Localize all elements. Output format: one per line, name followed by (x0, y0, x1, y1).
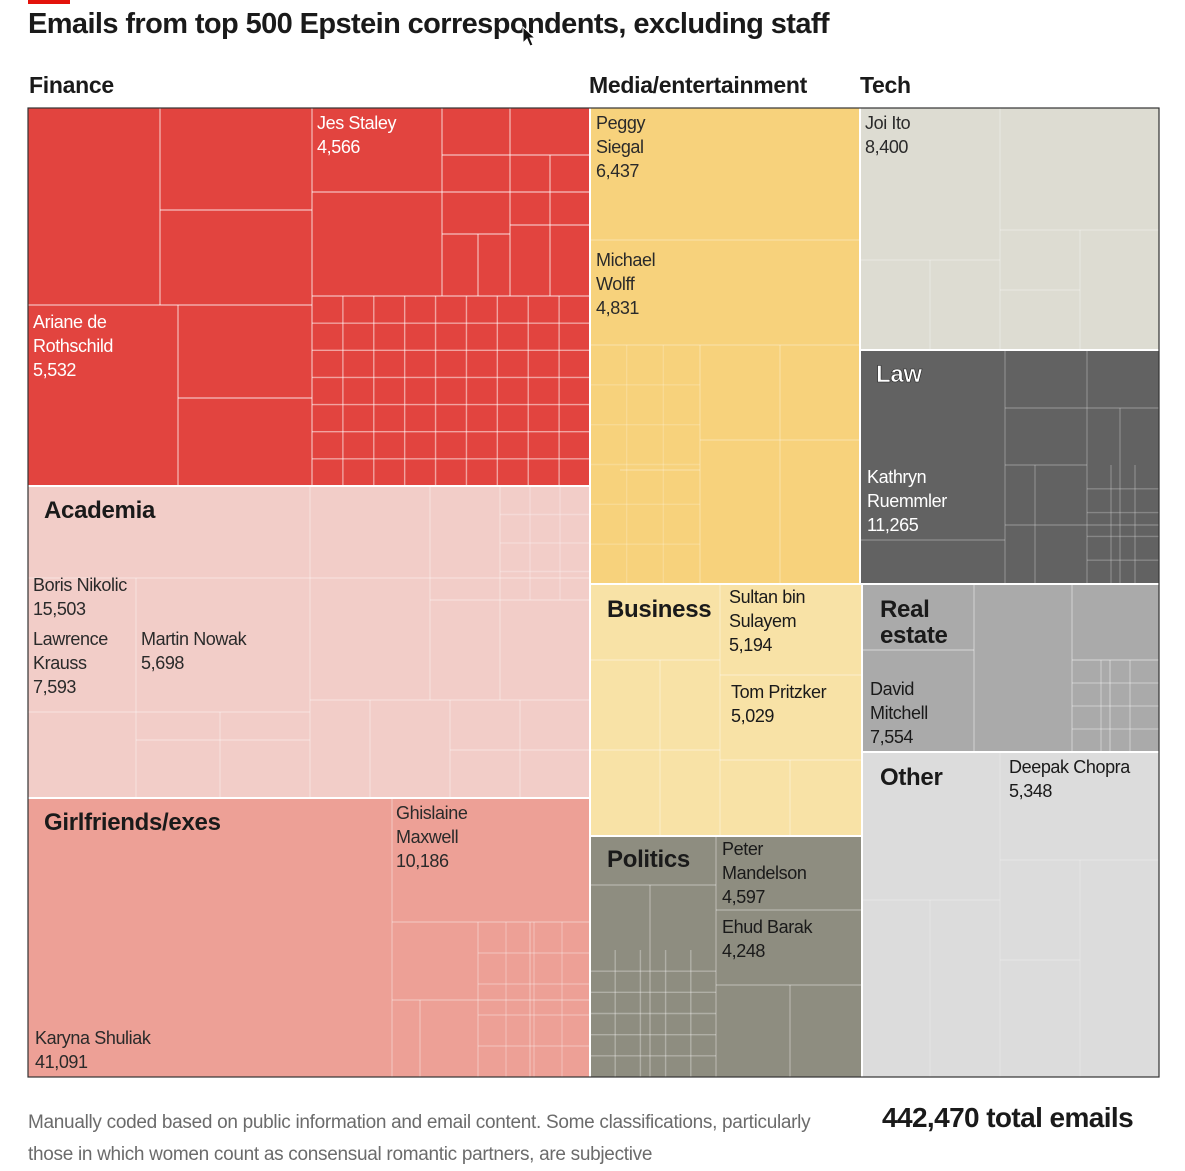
category-label-business: Business (607, 596, 711, 623)
person-label-ghislaine-maxwell: Ghislaine Maxwell 10,186 (396, 803, 468, 871)
person-label-tom-pritzker: Tom Pritzker 5,029 (731, 682, 827, 726)
person-label-peggy-siegal: Peggy Siegal 6,437 (596, 113, 645, 181)
footnote: Manually coded based on public informati… (28, 1112, 811, 1165)
person-label-michael-wolff: Michael Wolff 4,831 (596, 250, 655, 318)
person-label-lawrence-krauss: Lawrence Krauss 7,593 (33, 629, 108, 697)
brand-accent-bar (28, 0, 70, 4)
category-label-politics: Politics (607, 846, 690, 873)
person-label-deepak-chopra: Deepak Chopra 5,348 (1009, 757, 1131, 801)
chart-title: Emails from top 500 Epstein corresponden… (28, 8, 830, 40)
category-label-academia: Academia (44, 497, 156, 524)
chart-frame (27, 107, 1160, 1078)
group-heading-media: Media/entertainment (589, 72, 807, 98)
cat-block-finance (28, 108, 590, 486)
person-label-boris-nikolic: Boris Nikolic 15,503 (33, 575, 127, 619)
category-label-law: Law (876, 361, 922, 388)
person-label-sultan-bin-sulayem: Sultan bin Sulayem 5,194 (729, 587, 805, 655)
cat-block-real-estate (862, 584, 1159, 752)
cat-block-tech (860, 108, 1159, 350)
category-label-other: Other (880, 764, 943, 791)
group-heading-tech: Tech (860, 72, 911, 98)
person-label-jes-staley: Jes Staley 4,566 (317, 113, 396, 157)
cell-dividers (28, 108, 1159, 1077)
category-label-real-estate: Real estate (880, 596, 948, 649)
cat-block-media (590, 108, 860, 584)
person-label-ariane-de-rothschild: Ariane de Rothschild 5,532 (33, 312, 113, 380)
person-label-ehud-barak: Ehud Barak 4,248 (722, 917, 813, 961)
person-label-martin-nowak: Martin Nowak 5,698 (141, 629, 248, 673)
person-label-david-mitchell: David Mitchell 7,554 (870, 679, 928, 747)
total-emails: 442,470 total emails (882, 1102, 1134, 1133)
cat-block-business (590, 584, 862, 836)
person-label-joi-ito: Joi Ito 8,400 (865, 113, 911, 157)
cat-block-politics (590, 836, 863, 1077)
cat-block-law (860, 350, 1159, 584)
treemap-chart: Jes Staley 4,566 Ariane de Rothschild 5,532 B… (27, 107, 1160, 1078)
cat-block-academia (28, 486, 590, 798)
category-label-girlfriends: Girlfriends/exes (44, 809, 221, 836)
person-label-karyna-shuliak: Karyna Shuliak 41,091 (35, 1028, 152, 1072)
group-heading-finance: Finance (29, 72, 114, 98)
mouse-cursor-icon (522, 26, 536, 47)
cat-block-girlfriends (28, 798, 590, 1077)
person-label-kathryn-ruemmler: Kathryn Ruemmler 11,265 (867, 467, 947, 535)
cat-block-other (862, 752, 1159, 1077)
person-label-peter-mandelson: Peter Mandelson 4,597 (722, 839, 806, 907)
